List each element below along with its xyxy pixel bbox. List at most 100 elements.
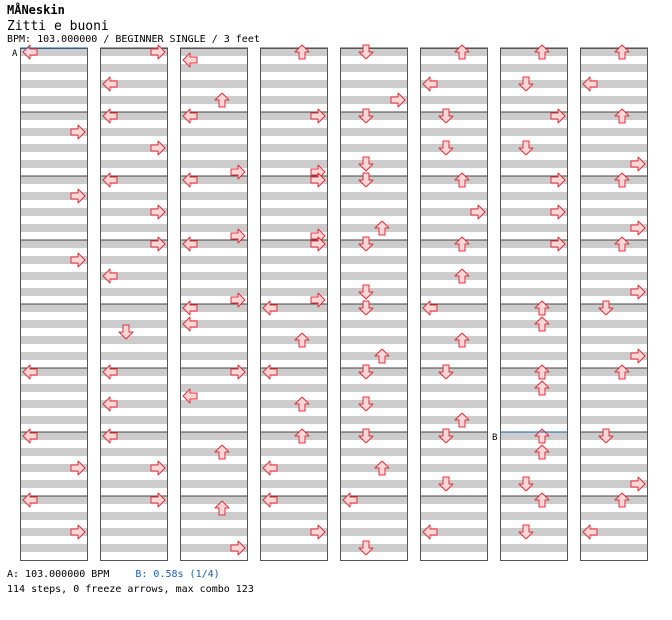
up-arrow-icon xyxy=(534,300,550,316)
left-arrow-icon xyxy=(102,428,118,444)
beat-stripe xyxy=(340,416,408,424)
beat-stripe xyxy=(260,416,328,424)
beat-stripe xyxy=(420,432,488,440)
beat-stripe xyxy=(260,336,328,344)
beat-stripe xyxy=(340,336,408,344)
right-arrow-icon xyxy=(550,204,566,220)
down-arrow-icon xyxy=(438,140,454,156)
beat-stripe xyxy=(260,544,328,552)
beat-stripe xyxy=(260,304,328,312)
beat-stripe xyxy=(20,496,88,504)
left-arrow-icon xyxy=(582,524,598,540)
left-arrow-icon xyxy=(102,76,118,92)
beat-stripe xyxy=(500,48,568,56)
beat-stripe xyxy=(20,112,88,120)
beat-stripe xyxy=(580,400,648,408)
beat-stripe xyxy=(180,112,248,120)
right-arrow-icon xyxy=(630,220,646,236)
beat-stripe xyxy=(20,144,88,152)
beat-stripe xyxy=(420,320,488,328)
beat-stripe xyxy=(420,112,488,120)
beat-stripe xyxy=(260,64,328,72)
down-arrow-icon xyxy=(358,540,374,556)
down-arrow-icon xyxy=(438,476,454,492)
beat-stripe xyxy=(100,160,168,168)
beat-stripe xyxy=(260,48,328,56)
down-arrow-icon xyxy=(358,156,374,172)
beat-stripe xyxy=(180,512,248,520)
beat-stripe xyxy=(420,176,488,184)
beat-stripe xyxy=(260,480,328,488)
beat-stripe xyxy=(100,400,168,408)
beat-stripe xyxy=(580,160,648,168)
up-arrow-icon xyxy=(454,172,470,188)
beat-stripe xyxy=(340,176,408,184)
right-arrow-icon xyxy=(310,172,326,188)
beat-stripe xyxy=(420,336,488,344)
beat-stripe xyxy=(100,112,168,120)
down-arrow-icon xyxy=(518,76,534,92)
beat-stripe xyxy=(420,240,488,248)
beat-stripe xyxy=(580,352,648,360)
down-arrow-icon xyxy=(358,396,374,412)
bpm-legend: A: 103.000000 BPM B: 0.58s (1/4) xyxy=(7,569,220,580)
beat-stripe xyxy=(100,288,168,296)
beat-stripe xyxy=(20,384,88,392)
down-arrow-icon xyxy=(358,236,374,252)
up-arrow-icon xyxy=(614,108,630,124)
beat-stripe xyxy=(20,416,88,424)
beat-stripe xyxy=(260,176,328,184)
beat-stripe xyxy=(340,128,408,136)
up-arrow-icon xyxy=(614,364,630,380)
left-arrow-icon xyxy=(182,172,198,188)
beat-stripe xyxy=(580,480,648,488)
beat-stripe xyxy=(500,320,568,328)
beat-stripe xyxy=(20,368,88,376)
right-arrow-icon xyxy=(230,364,246,380)
beat-stripe xyxy=(340,192,408,200)
beat-stripe xyxy=(340,448,408,456)
beat-stripe xyxy=(500,288,568,296)
step-chart: AB xyxy=(12,44,648,561)
left-arrow-icon xyxy=(182,316,198,332)
right-arrow-icon xyxy=(230,164,246,180)
beat-stripe xyxy=(500,528,568,536)
down-arrow-icon xyxy=(518,524,534,540)
beat-stripe xyxy=(180,352,248,360)
beat-stripe xyxy=(580,240,648,248)
left-arrow-icon xyxy=(422,300,438,316)
song-title: Zitti e buoni xyxy=(7,19,109,34)
beat-stripe xyxy=(420,544,488,552)
beat-stripe xyxy=(180,96,248,104)
beat-stripe xyxy=(20,544,88,552)
up-arrow-icon xyxy=(534,316,550,332)
beat-stripe xyxy=(180,80,248,88)
beat-stripe xyxy=(420,256,488,264)
right-arrow-icon xyxy=(630,284,646,300)
beat-stripe xyxy=(500,208,568,216)
beat-stripe xyxy=(100,320,168,328)
beat-stripe xyxy=(340,320,408,328)
beat-stripe xyxy=(420,192,488,200)
beat-stripe xyxy=(580,448,648,456)
chart-column xyxy=(100,48,168,561)
beat-stripe xyxy=(260,288,328,296)
beat-stripe xyxy=(180,432,248,440)
beat-stripe xyxy=(500,432,568,440)
beat-stripe xyxy=(260,448,328,456)
beat-stripe xyxy=(20,320,88,328)
beat-stripe xyxy=(100,128,168,136)
beat-stripe xyxy=(20,448,88,456)
beat-stripe xyxy=(580,176,648,184)
left-arrow-icon xyxy=(22,492,38,508)
right-arrow-icon xyxy=(230,228,246,244)
up-arrow-icon xyxy=(454,236,470,252)
beat-stripe xyxy=(20,192,88,200)
beat-stripe xyxy=(420,288,488,296)
beat-stripe xyxy=(340,96,408,104)
beat-stripe xyxy=(180,400,248,408)
up-arrow-icon xyxy=(614,172,630,188)
artist-name: MÅNeskin xyxy=(7,3,65,17)
beat-stripe xyxy=(420,464,488,472)
beat-stripe xyxy=(20,400,88,408)
